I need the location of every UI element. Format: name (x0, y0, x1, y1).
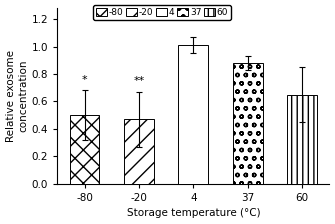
Bar (178, 45, 208, 184)
Bar (124, 119, 154, 184)
Y-axis label: Relative exosome
concentration: Relative exosome concentration (6, 50, 29, 142)
Bar (233, 63, 263, 184)
Text: *: * (82, 75, 87, 85)
Bar (70, 115, 99, 184)
Bar (287, 95, 317, 184)
X-axis label: Storage temperature (°C): Storage temperature (°C) (127, 209, 260, 218)
Legend: -80, -20, 4, 37, 60: -80, -20, 4, 37, 60 (93, 6, 231, 20)
Text: **: ** (133, 76, 144, 86)
